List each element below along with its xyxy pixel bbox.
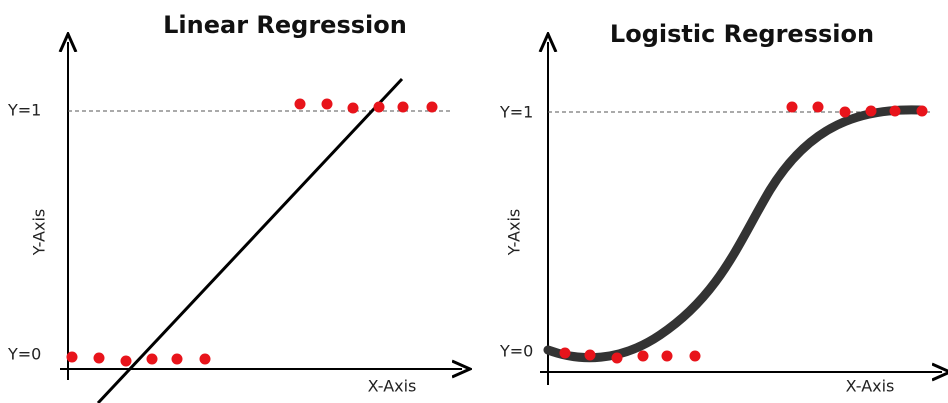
point xyxy=(294,98,306,110)
y-bottom-label: Y=0 xyxy=(7,345,41,364)
y-top-label: Y=1 xyxy=(499,103,533,122)
point xyxy=(199,353,211,365)
point xyxy=(171,353,183,365)
point xyxy=(120,355,132,367)
point xyxy=(397,101,409,113)
y-top-label: Y=1 xyxy=(7,101,41,120)
point xyxy=(584,349,596,361)
points xyxy=(66,98,438,367)
sigmoid-curve xyxy=(543,105,925,363)
y-bottom-label: Y=0 xyxy=(499,342,533,361)
x-axis-label: X-Axis xyxy=(846,377,895,396)
point xyxy=(689,350,701,362)
regression-line xyxy=(96,77,404,403)
point xyxy=(812,101,824,113)
linear-panel: Linear Regression Y=1 Y=0 Y-Axis X-Axis xyxy=(7,11,462,403)
point xyxy=(839,106,851,118)
point xyxy=(637,350,649,362)
logistic-panel: Logistic Regression Y=1 Y=0 Y-Axis X-Axi… xyxy=(499,20,942,396)
point xyxy=(66,351,78,363)
point xyxy=(93,352,105,364)
x-axis-label: X-Axis xyxy=(368,377,417,396)
point xyxy=(559,347,571,359)
points xyxy=(559,101,928,364)
point xyxy=(661,350,673,362)
point xyxy=(347,102,359,114)
point xyxy=(373,101,385,113)
point xyxy=(916,105,928,117)
panel-title: Linear Regression xyxy=(163,11,407,39)
panel-title: Logistic Regression xyxy=(610,20,874,48)
point xyxy=(321,98,333,110)
y-axis-label: Y-Axis xyxy=(30,209,49,257)
point xyxy=(146,353,158,365)
point xyxy=(786,101,798,113)
point xyxy=(426,101,438,113)
y-axis-label: Y-Axis xyxy=(505,209,524,257)
point xyxy=(865,105,877,117)
point xyxy=(889,105,901,117)
point xyxy=(611,352,623,364)
